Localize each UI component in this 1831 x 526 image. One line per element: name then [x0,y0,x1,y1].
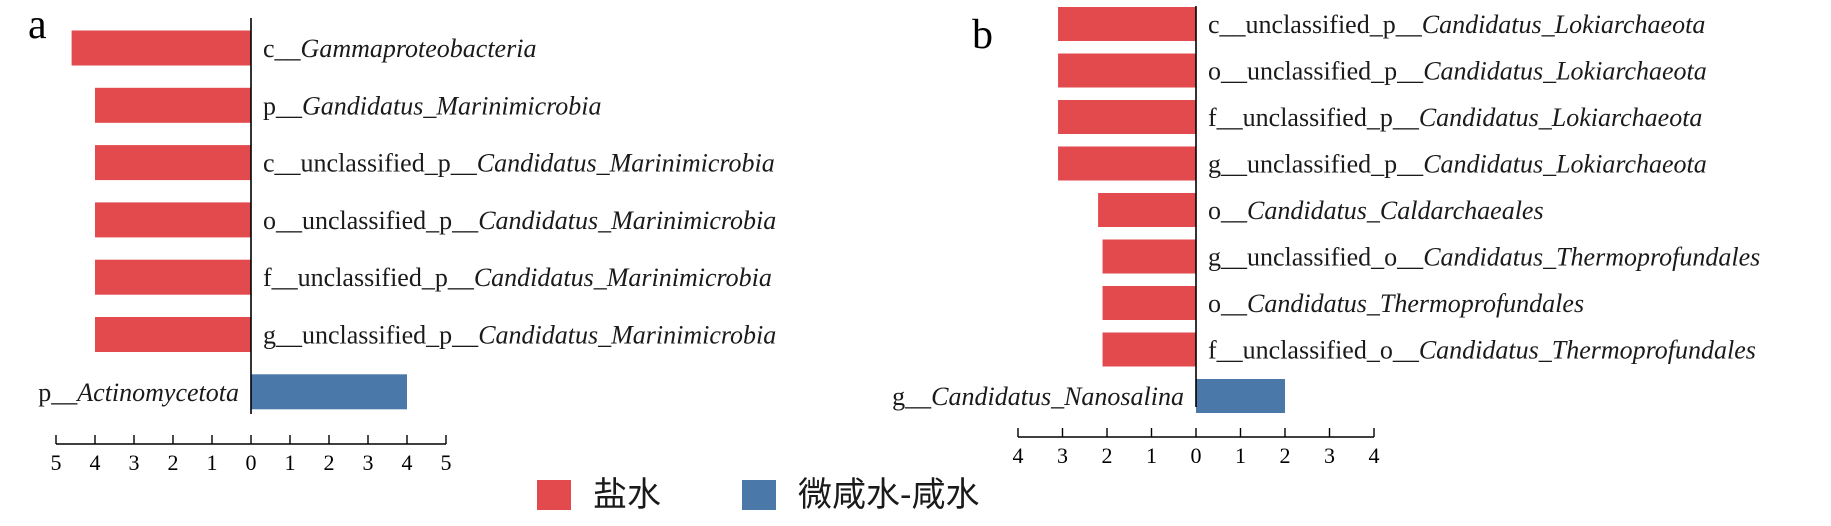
bar-gammaproteobacteria [71,30,251,66]
x-tick-label: 1 [207,450,218,475]
x-tick-label: 4 [402,450,413,475]
legend-label: 微咸水-咸水 [798,475,980,515]
bar-candidatus-marinimicrobia [95,145,251,181]
x-tick-label: 3 [129,450,140,475]
rank-prefix: g__ [892,382,932,411]
category-label: c__Gammaproteobacteria [263,34,536,63]
taxon-name: Candidatus_Marinimicrobia [474,263,772,292]
taxon-name: Candidatus_Marinimicrobia [477,149,775,178]
rank-prefix: c__unclassified_p__ [1208,10,1423,39]
category-label: f__unclassified_o__Candidatus_Thermoprof… [1208,336,1756,365]
taxon-name: Candidatus_Nanosalina [931,382,1184,411]
rank-prefix: g__unclassified_p__ [1208,150,1424,179]
category-label: g__unclassified_o__Candidatus_Thermoprof… [1208,243,1760,272]
legend: 盐水 微咸水-咸水 [537,475,980,515]
category-label: p__Gandidatus_Marinimicrobia [263,91,601,120]
panel-label: a [28,2,47,48]
bar-candidatus-thermoprofundales [1102,239,1196,274]
category-label: c__unclassified_p__Candidatus_Marinimicr… [263,149,775,178]
rank-prefix: p__ [38,378,78,407]
category-label: o__Candidatus_Caldarchaeales [1208,196,1544,225]
category-label: c__unclassified_p__Candidatus_Lokiarchae… [1208,10,1705,39]
category-label: f__unclassified_p__Candidatus_Lokiarchae… [1208,103,1702,132]
rank-prefix: c__unclassified_p__ [263,149,478,178]
x-tick-label: 1 [285,450,296,475]
taxon-name: Candidatus_Lokiarchaeota [1423,57,1707,86]
taxon-name: Candidatus_Marinimicrobia [478,206,776,235]
x-tick-label: 3 [1324,443,1335,468]
rank-prefix: f__unclassified_p__ [1208,103,1420,132]
bar-candidatus-marinimicrobia [95,202,251,238]
taxon-name: Candidatus_Thermoprofundales [1247,289,1584,318]
taxon-name: Candidatus_Caldarchaeales [1247,196,1544,225]
rank-prefix: o__unclassified_p__ [1208,57,1424,86]
rank-prefix: f__unclassified_p__ [263,263,475,292]
taxon-name: Gammaproteobacteria [301,34,537,63]
category-label: g__Candidatus_Nanosalina [892,382,1184,411]
x-tick-label: 5 [441,450,452,475]
taxon-name: Candidatus_Thermoprofundales [1423,243,1760,272]
bar-candidatus-lokiarchaeota [1058,100,1196,134]
rank-prefix: c__ [263,34,302,63]
bar-candidatus-caldarchaeales [1098,193,1196,227]
category-label: g__unclassified_p__Candidatus_Marinimicr… [263,321,776,350]
rank-prefix: o__ [1208,289,1248,318]
bar-gandidatus-marinimicrobia [95,87,251,123]
x-tick-label: 4 [1369,443,1380,468]
category-label: o__unclassified_p__Candidatus_Marinimicr… [263,206,776,235]
taxon-name: Candidatus_Lokiarchaeota [1423,150,1707,179]
x-tick-label: 0 [1191,443,1202,468]
taxon-name: Candidatus_Marinimicrobia [478,321,776,350]
x-tick-label: 5 [51,450,62,475]
bar-candidatus-lokiarchaeota [1058,7,1196,41]
rank-prefix: p__ [263,91,303,120]
x-tick-label: 3 [1057,443,1068,468]
bar-candidatus-lokiarchaeota [1058,53,1196,88]
taxon-name: Candidatus_Lokiarchaeota [1422,10,1706,39]
bar-actinomycetota [251,374,407,410]
taxon-name: Candidatus_Thermoprofundales [1419,336,1756,365]
bar-candidatus-lokiarchaeota [1058,146,1196,181]
x-tick-label: 3 [363,450,374,475]
bar-candidatus-marinimicrobia [95,317,251,352]
x-tick-label: 2 [1102,443,1113,468]
category-label: o__unclassified_p__Candidatus_Lokiarchae… [1208,57,1707,86]
rank-prefix: g__unclassified_o__ [1208,243,1424,272]
x-tick-label: 4 [90,450,101,475]
rank-prefix: o__ [1208,196,1248,225]
category-label: g__unclassified_p__Candidatus_Lokiarchae… [1208,150,1707,179]
category-label: p__Actinomycetota [38,378,239,407]
x-tick-label: 2 [168,450,179,475]
x-tick-label: 4 [1013,443,1024,468]
taxon-name: Actinomycetota [75,378,239,407]
panel-a: ac__Gammaproteobacteriap__Gandidatus_Mar… [28,2,776,475]
taxon-name: Candidatus_Lokiarchaeota [1419,103,1703,132]
x-tick-label: 2 [324,450,335,475]
rank-prefix: g__unclassified_p__ [263,321,479,350]
bar-candidatus-marinimicrobia [95,259,251,295]
legend-label: 盐水 [593,475,661,515]
bar-candidatus-nanosalina [1196,379,1285,413]
rank-prefix: o__unclassified_p__ [263,206,479,235]
category-label: o__Candidatus_Thermoprofundales [1208,289,1584,318]
x-tick-label: 1 [1146,443,1157,468]
category-label: f__unclassified_p__Candidatus_Marinimicr… [263,263,772,292]
panel-label: b [972,12,993,58]
legend-swatch [537,480,571,510]
rank-prefix: f__unclassified_o__ [1208,336,1420,365]
x-tick-label: 0 [246,450,257,475]
bar-candidatus-thermoprofundales [1102,332,1196,367]
panel-b: b c__unclassified_p__Candidatus_Lokiarcha… [892,6,1760,468]
x-tick-label: 2 [1280,443,1291,468]
x-tick-label: 1 [1235,443,1246,468]
bar-candidatus-thermoprofundales [1102,286,1196,320]
legend-swatch [742,480,776,510]
taxon-name: Gandidatus_Marinimicrobia [302,91,601,120]
